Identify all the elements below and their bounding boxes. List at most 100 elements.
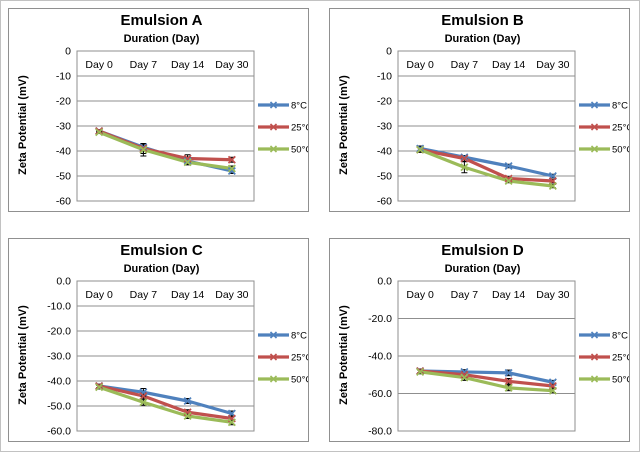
chart-plot-emulsion-b: 0 -10 -20 -30 -40 -50 -60 Day 0 Day 7 Day 14 Day 3… [377,46,630,208]
series-line-25°C [418,369,555,388]
x-marker [460,163,469,172]
y-tick-label: -20.0 [47,326,71,338]
legend: 8°C 25°C 50°C [258,331,309,386]
x-marker [183,156,192,166]
y-tick-label: -30.0 [47,351,71,363]
x-marker [460,153,469,162]
chart-panel-emulsion-a: Emulsion A Duration (Day) Zeta Potential… [8,8,309,212]
series-line-8°C [97,384,234,416]
plot-area-border [397,50,576,202]
legend-x-marker [269,375,278,383]
chart-panel-emulsion-b: Emulsion B Duration (Day) Zeta Potential… [329,8,630,212]
x-tick-label: Day 0 [406,59,434,71]
y-tick-label: -10 [377,71,392,83]
x-marker [227,164,236,173]
x-marker [504,377,513,386]
series-markers [95,381,236,427]
x-tick-label: Day 30 [215,289,248,301]
y-tick-label: -20.0 [368,313,392,325]
x-tick-label: Day 14 [492,289,525,301]
legend-x-marker [269,123,278,131]
x-tick-label: Day 14 [492,59,525,71]
legend-label: 50°C [291,375,309,386]
x-marker [139,391,148,401]
x-marker [460,370,469,379]
series-line-25°C [97,384,234,421]
plot-area-border [397,280,576,432]
x-marker [183,158,192,167]
x-marker [460,373,469,382]
series-lines [97,384,234,424]
y-tick-label: -60.0 [47,426,71,438]
series-markers [416,366,557,395]
y-tick-label: -60 [56,196,71,208]
legend-label: 25°C [612,353,630,364]
x-tick-label: Day 14 [171,59,204,71]
legend: 8°C 25°C 50°C [579,101,630,156]
y-tick-label: -10 [56,71,71,83]
x-category-labels: Day 0 Day 7 Day 14 Day 30 [406,289,569,301]
legend-x-marker [590,375,599,383]
x-category-labels: Day 0 Day 7 Day 14 Day 30 [85,59,248,71]
chart-title-emulsion-c: Emulsion C [120,242,203,259]
legend-label: 50°C [291,145,309,156]
x-marker [416,145,425,154]
chart-title-emulsion-a: Emulsion A [120,12,203,29]
y-tick-label: -50 [56,171,71,183]
series-line-50°C [418,148,555,188]
y-tick-label: 0 [386,46,392,58]
x-tick-label: Day 14 [171,289,204,301]
x-tick-label: Day 30 [215,59,248,71]
y-tick-label: -50.0 [47,401,71,413]
x-marker [95,383,104,392]
legend-label: 25°C [291,353,309,364]
x-tick-label: Day 7 [130,289,158,301]
legend-label: 50°C [612,375,630,386]
legend-x-marker [590,353,599,361]
x-marker [139,145,148,154]
x-marker [95,128,104,137]
y-tick-label: -20 [377,96,392,108]
x-marker [504,161,513,171]
legend-x-marker [590,331,599,339]
series-lines [97,129,234,173]
legend-label: 8°C [612,101,628,112]
y-tick-label: 0.0 [377,276,392,288]
legend-x-marker [590,101,599,109]
legend-label: 25°C [612,123,630,134]
x-marker [548,386,557,395]
x-category-labels: Day 0 Day 7 Day 14 Day 30 [85,289,248,301]
y-tick-label: -20 [56,96,71,108]
x-marker [95,126,104,136]
y-tick-label: 0.0 [56,276,71,288]
chart-panel-emulsion-c: Emulsion C Duration (Day) Zeta Potential… [8,238,309,442]
gridlines: 0 -10 -20 -30 -40 -50 -60 [56,46,254,208]
legend-label: 50°C [612,145,630,156]
chart-title-emulsion-d: Emulsion D [441,242,524,259]
y-tick-label: -30 [56,121,71,133]
x-marker [416,144,425,153]
x-tick-label: Day 7 [451,59,479,71]
x-tick-label: Day 30 [536,59,569,71]
y-tick-label: -10.0 [47,301,71,313]
x-tick-label: Day 7 [130,59,158,71]
x-marker [504,174,513,183]
legend-x-marker [269,145,278,153]
x-tick-label: Day 0 [85,59,113,71]
x-axis-title: Duration (Day) [123,33,200,45]
series-line-25°C [418,148,555,183]
y-tick-label: -80.0 [368,426,392,438]
chart-plot-emulsion-a: 0 -10 -20 -30 -40 -50 -60 Day 0 Day 7 Day 14 Day 3… [56,46,309,208]
y-tick-label: -40.0 [47,376,71,388]
legend-label: 8°C [291,101,307,112]
plot-area-border [76,280,255,432]
x-marker [227,418,236,427]
x-tick-label: Day 0 [406,289,434,301]
x-axis-title: Duration (Day) [123,263,200,275]
x-marker [183,396,192,406]
x-axis-title: Duration (Day) [444,263,521,275]
x-tick-label: Day 7 [451,289,479,301]
series-lines [418,146,555,188]
x-marker [460,154,469,163]
